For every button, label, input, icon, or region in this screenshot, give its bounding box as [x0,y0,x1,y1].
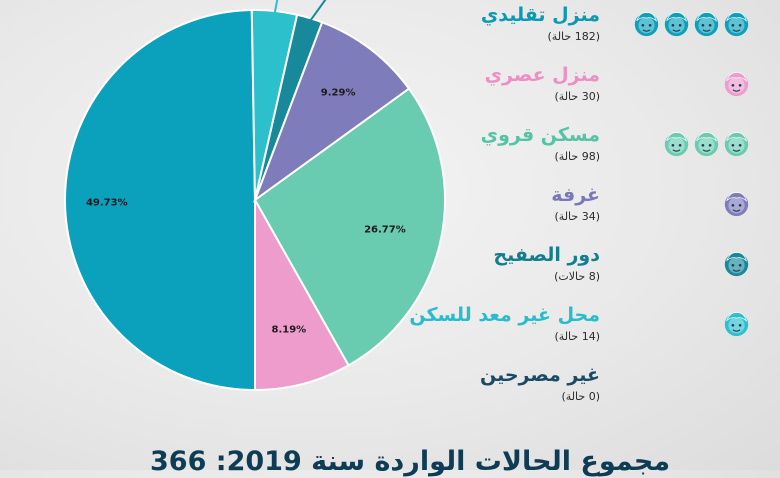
legend-count: (30 حالة) [554,90,601,103]
slice-percent-label: 9.29% [321,87,356,98]
person-face-icon [724,252,749,277]
legend-label: غير مصرحين [479,364,600,386]
legend-count: (0 حالة) [561,390,601,403]
legend-label: مسكن قروي [480,124,600,146]
legend-item-modern-house: منزل عصري (30 حالة) [420,64,750,124]
legend-icons [663,130,750,160]
legend-label: محل غير معد للسكن [409,304,600,326]
legend-count: (98 حالة) [554,150,601,163]
legend-label: منزل تقليدي [480,4,600,26]
legend-icons [723,250,750,280]
person-face-icon [634,12,659,37]
legend-icons [633,10,750,40]
legend-label: منزل عصري [484,64,600,86]
legend-item-rural-dwelling: مسكن قروي (98 حالة) [420,124,750,184]
legend-label: دور الصفيح [493,244,600,266]
legend-count: (8 حالات) [554,270,600,283]
person-face-icon [724,72,749,97]
total-cases-footer: مجموع الحالات الواردة سنة 2019: 366 [150,446,671,477]
legend-icons [723,190,750,220]
person-face-icon [724,12,749,37]
legend-item-undeclared: غير مصرحين (0 حالة) [420,364,750,424]
legend-count: (14 حالة) [554,330,601,343]
pie-slice [253,87,446,367]
legend-item-shantytown: دور الصفيح (8 حالات) [420,244,750,304]
person-face-icon [724,132,749,157]
pie-slice [252,20,411,203]
person-face-icon [664,12,689,37]
pie-chart: 49.73% 9.29% 26.77% 8.19% [64,0,446,392]
person-face-icon [694,12,719,37]
person-face-icon [694,132,719,157]
legend-item-room: غرفة (34 حالة) [420,184,750,244]
legend-icons [723,70,750,100]
person-face-icon [724,312,749,337]
leader-line [273,0,279,18]
pie-slice [254,196,350,392]
legend-count: (34 حالة) [554,210,601,223]
legend-count: (182 حالة) [547,30,601,43]
slice-percent-label: 49.73% [86,197,128,208]
person-face-icon [664,132,689,157]
legend-label: غرفة [551,184,600,206]
legend-item-non-residential: محل غير معد للسكن (14 حالة) [409,304,750,364]
pie-slice [64,9,256,392]
person-face-icon [724,192,749,217]
slice-percent-label: 26.77% [364,224,406,235]
legend-item-traditional-house: منزل تقليدي (182 حالة) [420,4,750,64]
leader-line [307,0,327,25]
legend-icons [723,310,750,340]
slice-percent-label: 8.19% [271,325,306,336]
